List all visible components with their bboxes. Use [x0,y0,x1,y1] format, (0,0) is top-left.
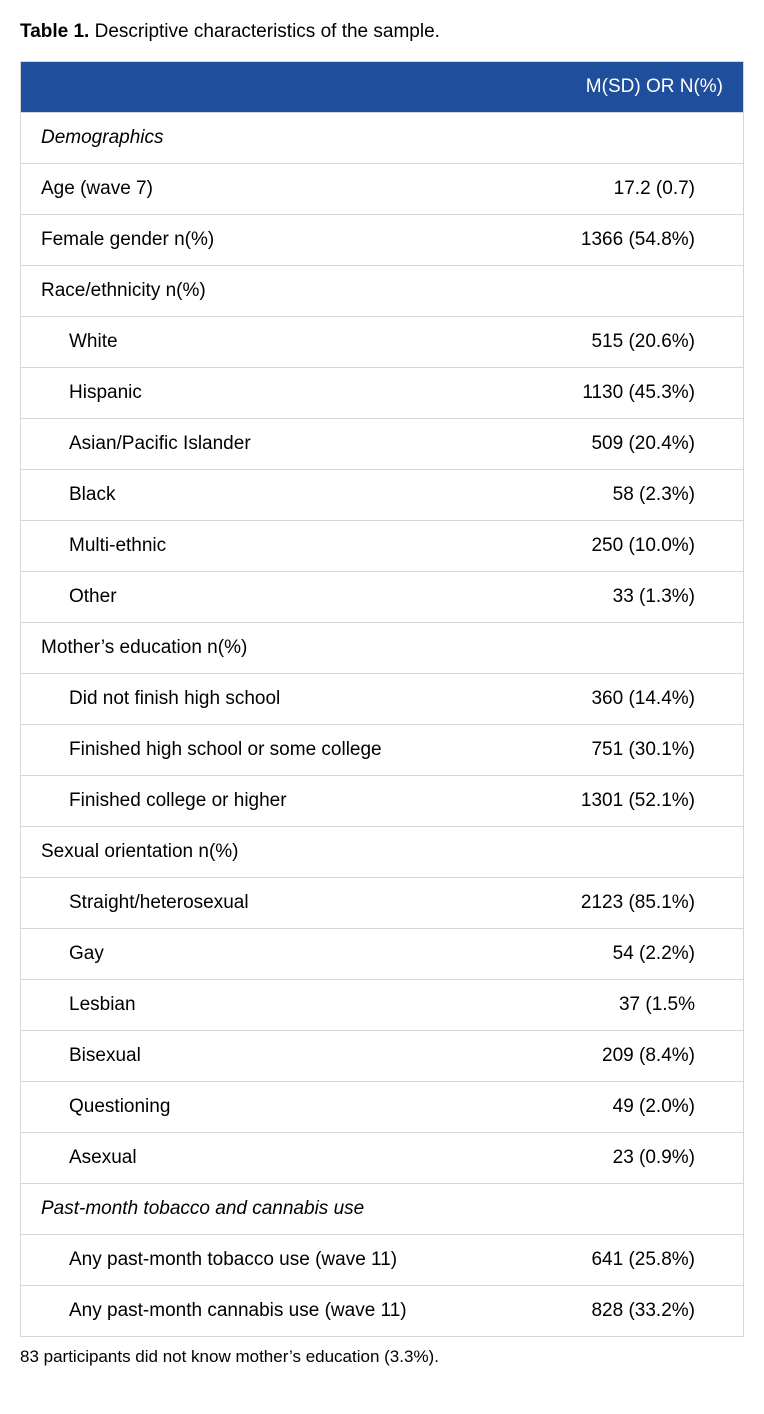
row-value: 1130 (45.3%) [454,367,743,418]
row-value [454,826,743,877]
row-label: Bisexual [21,1030,455,1081]
table-row: Female gender n(%)1366 (54.8%) [21,214,744,265]
row-label: Questioning [21,1081,455,1132]
table-row: Finished college or higher1301 (52.1%) [21,775,744,826]
table-row: Did not finish high school360 (14.4%) [21,673,744,724]
row-label: Race/ethnicity n(%) [21,265,455,316]
row-label: Asexual [21,1132,455,1183]
row-value: 17.2 (0.7) [454,163,743,214]
table-row: Any past-month tobacco use (wave 11)641 … [21,1234,744,1285]
table-row: Bisexual209 (8.4%) [21,1030,744,1081]
row-label: Past-month tobacco and cannabis use [21,1183,455,1234]
table-row: White515 (20.6%) [21,316,744,367]
table-row: Black58 (2.3%) [21,469,744,520]
row-label: Other [21,571,455,622]
row-label: Any past-month tobacco use (wave 11) [21,1234,455,1285]
row-value [454,265,743,316]
table-row: Race/ethnicity n(%) [21,265,744,316]
table-caption: Table 1. Descriptive characteristics of … [20,20,744,45]
row-label: Female gender n(%) [21,214,455,265]
row-value: 54 (2.2%) [454,928,743,979]
row-label: Hispanic [21,367,455,418]
table-row: Other33 (1.3%) [21,571,744,622]
row-value: 49 (2.0%) [454,1081,743,1132]
table-row: Multi-ethnic250 (10.0%) [21,520,744,571]
row-value: 641 (25.8%) [454,1234,743,1285]
row-label: Gay [21,928,455,979]
table-row: Questioning49 (2.0%) [21,1081,744,1132]
row-value: 828 (33.2%) [454,1285,743,1336]
row-label: Finished high school or some college [21,724,455,775]
row-label: Straight/heterosexual [21,877,455,928]
row-value [454,1183,743,1234]
row-label: Demographics [21,112,455,163]
caption-text: Descriptive characteristics of the sampl… [95,21,440,42]
table-row: Asexual23 (0.9%) [21,1132,744,1183]
row-label: Black [21,469,455,520]
table-row: Sexual orientation n(%) [21,826,744,877]
table-body: DemographicsAge (wave 7)17.2 (0.7)Female… [21,112,744,1336]
row-label: Mother’s education n(%) [21,622,455,673]
row-value: 58 (2.3%) [454,469,743,520]
row-value: 515 (20.6%) [454,316,743,367]
row-value: 509 (20.4%) [454,418,743,469]
table-row: Demographics [21,112,744,163]
row-label: Finished college or higher [21,775,455,826]
row-label: Any past-month cannabis use (wave 11) [21,1285,455,1336]
table-row: Any past-month cannabis use (wave 11)828… [21,1285,744,1336]
header-value-col: M(SD) OR N(%) [454,61,743,112]
row-value: 250 (10.0%) [454,520,743,571]
table-row: Lesbian37 (1.5% [21,979,744,1030]
table-row: Gay54 (2.2%) [21,928,744,979]
row-value [454,112,743,163]
row-label: Sexual orientation n(%) [21,826,455,877]
row-value: 360 (14.4%) [454,673,743,724]
row-value: 23 (0.9%) [454,1132,743,1183]
row-label: Did not finish high school [21,673,455,724]
row-label: Multi-ethnic [21,520,455,571]
descriptive-table: M(SD) OR N(%) DemographicsAge (wave 7)17… [20,61,744,1337]
table-row: Past-month tobacco and cannabis use [21,1183,744,1234]
table-row: Mother’s education n(%) [21,622,744,673]
row-label: White [21,316,455,367]
table-header-row: M(SD) OR N(%) [21,61,744,112]
row-value: 751 (30.1%) [454,724,743,775]
row-label: Asian/Pacific Islander [21,418,455,469]
row-value [454,622,743,673]
row-label: Age (wave 7) [21,163,455,214]
table-row: Straight/heterosexual2123 (85.1%) [21,877,744,928]
row-value: 2123 (85.1%) [454,877,743,928]
row-value: 33 (1.3%) [454,571,743,622]
row-value: 1366 (54.8%) [454,214,743,265]
row-value: 209 (8.4%) [454,1030,743,1081]
caption-label: Table 1. [20,21,89,42]
table-footnote: 83 participants did not know mother’s ed… [20,1347,744,1367]
table-row: Finished high school or some college751 … [21,724,744,775]
row-value: 1301 (52.1%) [454,775,743,826]
table-row: Age (wave 7)17.2 (0.7) [21,163,744,214]
row-value: 37 (1.5% [454,979,743,1030]
table-row: Asian/Pacific Islander509 (20.4%) [21,418,744,469]
row-label: Lesbian [21,979,455,1030]
table-row: Hispanic1130 (45.3%) [21,367,744,418]
